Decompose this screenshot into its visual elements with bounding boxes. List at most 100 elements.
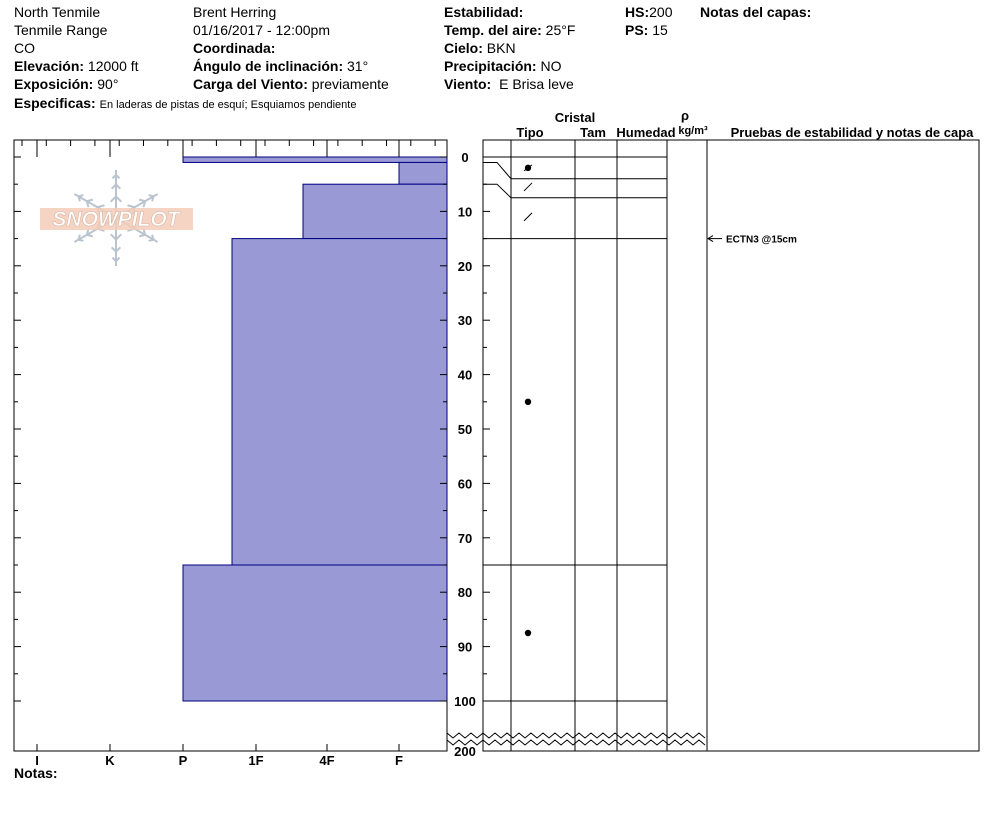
hardness-tick-label: 4F bbox=[319, 753, 334, 768]
depth-break-zigzag bbox=[446, 732, 706, 746]
snowflake-branch bbox=[138, 233, 146, 238]
rounded-grain-symbol bbox=[524, 398, 532, 405]
wind-load-label: Carga del Viento: bbox=[193, 76, 308, 92]
tests-header: Pruebas de estabilidad y notas de capa bbox=[731, 125, 975, 140]
hs-label: HS: bbox=[625, 4, 650, 20]
layer-connector bbox=[483, 161, 512, 180]
hardness-tick-label: P bbox=[179, 753, 188, 768]
hardness-bar bbox=[182, 564, 448, 702]
snowflake-branch bbox=[115, 174, 121, 180]
snowflake-branch bbox=[148, 194, 154, 198]
snowflake-branch bbox=[138, 198, 146, 203]
snowflake-branch bbox=[110, 233, 117, 241]
snowflake-branch bbox=[77, 234, 81, 240]
tam-header: Tam bbox=[580, 125, 606, 140]
zigzag-line-top bbox=[446, 732, 706, 739]
stability-label: Estabilidad: bbox=[444, 4, 524, 20]
snowpilot-logo: SNOWPILOT bbox=[40, 170, 193, 266]
density-unit-header: kg/m³ bbox=[678, 125, 708, 137]
observation-datetime: 01/16/2017 - 12:00pm bbox=[193, 22, 330, 38]
elevation-value: 12000 ft bbox=[87, 58, 139, 74]
hardness-tick-label: 1F bbox=[248, 753, 263, 768]
sky-value: BKN bbox=[486, 40, 516, 56]
zigzag-line-bottom bbox=[446, 739, 706, 746]
crystal-table bbox=[482, 139, 980, 752]
range-name: Tenmile Range bbox=[14, 22, 108, 38]
ps-field: PS: 15 bbox=[625, 22, 668, 38]
depth-tick-label: 100 bbox=[454, 694, 476, 709]
elevation-label: Elevación: bbox=[14, 58, 85, 74]
snowflake-branch bbox=[111, 174, 117, 180]
depth-tick-label: 0 bbox=[461, 150, 468, 165]
snowflake-branch bbox=[115, 195, 122, 203]
wind-load-field: Carga del Viento: previamente bbox=[193, 76, 389, 92]
depth-tick-label: 20 bbox=[458, 259, 472, 274]
logo-text: SNOWPILOT bbox=[52, 208, 181, 231]
snowflake-branch bbox=[110, 195, 117, 203]
snowflake-branch bbox=[151, 196, 155, 202]
snowflake-branch bbox=[85, 200, 90, 208]
wind-load-value: previamente bbox=[311, 76, 389, 92]
slope-label: Ángulo de inclinación: bbox=[193, 58, 344, 74]
sky-field: Cielo: BKN bbox=[444, 40, 516, 56]
hardness-bar bbox=[182, 156, 448, 163]
layer-notes-label: Notas del capas: bbox=[700, 4, 812, 20]
snowflake-branch bbox=[115, 183, 122, 190]
humedad-header: Humedad bbox=[616, 125, 675, 140]
rounding-faceted-stroke bbox=[523, 164, 533, 172]
rounded-grain-symbol bbox=[524, 629, 532, 637]
snowflake-branch bbox=[127, 204, 135, 209]
exposure-label: Exposición: bbox=[14, 76, 94, 92]
wind-value: E Brisa leve bbox=[499, 76, 574, 92]
coordinate-label: Coordinada: bbox=[193, 40, 276, 56]
hardness-bar bbox=[398, 161, 448, 185]
ps-value: 15 bbox=[652, 22, 668, 38]
depth-tick-label: 30 bbox=[458, 313, 472, 328]
precip-field: Precipitación: NO bbox=[444, 58, 561, 74]
sky-label: Cielo: bbox=[444, 40, 483, 56]
air-temp-field: Temp. del aire: 25°F bbox=[444, 22, 575, 38]
stability-tests: ECTN3 @15cm bbox=[707, 235, 797, 246]
snowflake-branch bbox=[97, 204, 105, 209]
wind-field: Viento: E Brisa leve bbox=[444, 76, 574, 92]
decomposing-symbol bbox=[523, 182, 533, 192]
tipo-header: Tipo bbox=[516, 125, 543, 140]
depth-tick-label: 40 bbox=[458, 368, 472, 383]
snowflake-branch bbox=[78, 194, 84, 198]
snowflake-branch bbox=[115, 246, 122, 253]
hardness-tick-label: K bbox=[105, 753, 115, 768]
snowflake-branch bbox=[115, 233, 122, 241]
logo-banner bbox=[40, 208, 193, 230]
test-arrow-head bbox=[707, 235, 714, 243]
snowflake-branch bbox=[110, 246, 117, 253]
specifics-value: En laderas de pistas de esquí; Esquiamos… bbox=[99, 99, 357, 111]
crystal-symbols bbox=[523, 164, 533, 637]
air-temp-label: Temp. del aire: bbox=[444, 22, 542, 38]
wind-label: Viento: bbox=[444, 76, 492, 92]
precip-label: Precipitación: bbox=[444, 58, 537, 74]
rho-header: ρ bbox=[681, 108, 689, 123]
depth-tick-label: 80 bbox=[458, 585, 472, 600]
hardness-tick-label: F bbox=[395, 753, 403, 768]
hs-field: HS:200 bbox=[625, 4, 672, 20]
hardness-bar bbox=[302, 183, 448, 240]
table-frame bbox=[482, 139, 980, 752]
depth-tick-label: 50 bbox=[458, 422, 472, 437]
snowflake-branch bbox=[142, 200, 147, 208]
hardness-tick-label: I bbox=[35, 753, 39, 768]
hardness-bar bbox=[231, 238, 448, 566]
test-label: ECTN3 @15cm bbox=[726, 235, 797, 246]
specifics-label: Especificas: bbox=[14, 95, 96, 111]
cristal-header: Cristal bbox=[555, 110, 595, 125]
depth-tick-label: 70 bbox=[458, 531, 472, 546]
hardness-axis: I K P 1F 4F F bbox=[35, 744, 403, 768]
layer-boundary-lines bbox=[483, 156, 667, 702]
ps-label: PS: bbox=[625, 22, 649, 38]
location-name: North Tenmile bbox=[14, 4, 101, 20]
hardness-bars bbox=[182, 156, 448, 702]
snowflake-branch bbox=[86, 198, 94, 203]
slope-value: 31° bbox=[347, 58, 369, 74]
depth-tick-label: 90 bbox=[458, 640, 472, 655]
snowflake-branch bbox=[110, 183, 117, 190]
